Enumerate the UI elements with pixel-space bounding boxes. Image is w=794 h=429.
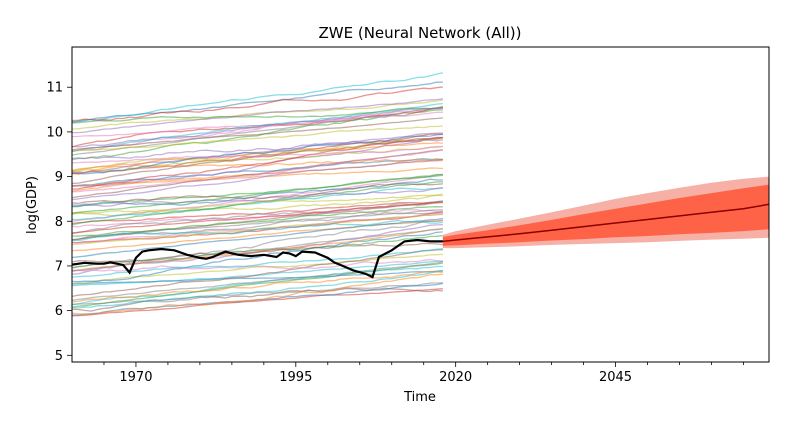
background-series-line (72, 158, 444, 201)
background-series-line (72, 125, 443, 152)
background-series-line (72, 183, 443, 205)
y-axis: 5 6 7 8 9 10 11 (46, 81, 72, 364)
background-series-line (72, 99, 443, 130)
background-series-line (72, 282, 443, 306)
forecast-median-line (442, 203, 769, 243)
background-series-line (72, 72, 444, 124)
x-tick-label: 1995 (279, 370, 312, 385)
y-tick-label: 7 (55, 259, 63, 274)
background-series-line (72, 201, 443, 225)
x-axis: 1970 1995 2020 2045 (103, 362, 744, 385)
x-axis-label: Time (403, 390, 436, 405)
background-series-line (72, 270, 443, 285)
background-series-line (72, 206, 443, 237)
background-series-line (72, 102, 443, 153)
background-series-line (72, 288, 443, 317)
background-series-line (72, 270, 444, 309)
forecast-group (442, 176, 769, 249)
background-series-line (72, 200, 443, 241)
background-series-line (72, 219, 443, 242)
background-series-line (72, 261, 444, 301)
background-series-line (72, 107, 443, 148)
background-series-line (72, 231, 443, 283)
background-series-line (72, 178, 443, 208)
background-series-line (72, 98, 443, 134)
background-series-line (72, 258, 443, 272)
background-series-line (72, 174, 443, 214)
background-series-line (72, 201, 443, 234)
background-series-line (72, 219, 443, 269)
background-series-line (72, 194, 443, 217)
background-series-line (72, 173, 443, 222)
y-tick-label: 10 (46, 125, 63, 140)
plot-frame (71, 46, 770, 363)
forecast-inner-band (442, 184, 769, 246)
background-series-line (72, 186, 443, 207)
background-series-line (72, 287, 443, 312)
background-series-line (72, 137, 444, 190)
x-tick-label: 2020 (439, 370, 472, 385)
x-tick-label: 2045 (599, 370, 632, 385)
background-series-line (72, 187, 443, 221)
background-series-line (72, 117, 443, 151)
background-series-line (72, 145, 443, 164)
y-tick-label: 6 (55, 304, 63, 319)
highlight-series-line (72, 238, 443, 279)
background-series-line (72, 107, 443, 124)
y-tick-label: 9 (55, 170, 63, 185)
background-series-line (72, 173, 443, 207)
background-series-line (72, 133, 443, 175)
plot-area (72, 72, 769, 317)
background-series-line (72, 193, 444, 216)
background-series-line (72, 217, 444, 259)
y-axis-label: log(GDP) (25, 176, 40, 234)
chart-title: ZWE (Neural Network (All)) (318, 24, 521, 42)
y-tick-label: 11 (46, 81, 63, 96)
x-tick-label: 1970 (119, 370, 152, 385)
background-series-line (72, 273, 443, 316)
background-series-line (72, 249, 443, 298)
background-series-line (72, 270, 443, 303)
y-tick-label: 5 (55, 349, 63, 364)
background-series-line (72, 149, 444, 193)
highlight-series-group (72, 238, 443, 279)
background-series-line (72, 86, 443, 122)
background-series-line (72, 253, 443, 285)
y-tick-label: 8 (55, 215, 63, 230)
